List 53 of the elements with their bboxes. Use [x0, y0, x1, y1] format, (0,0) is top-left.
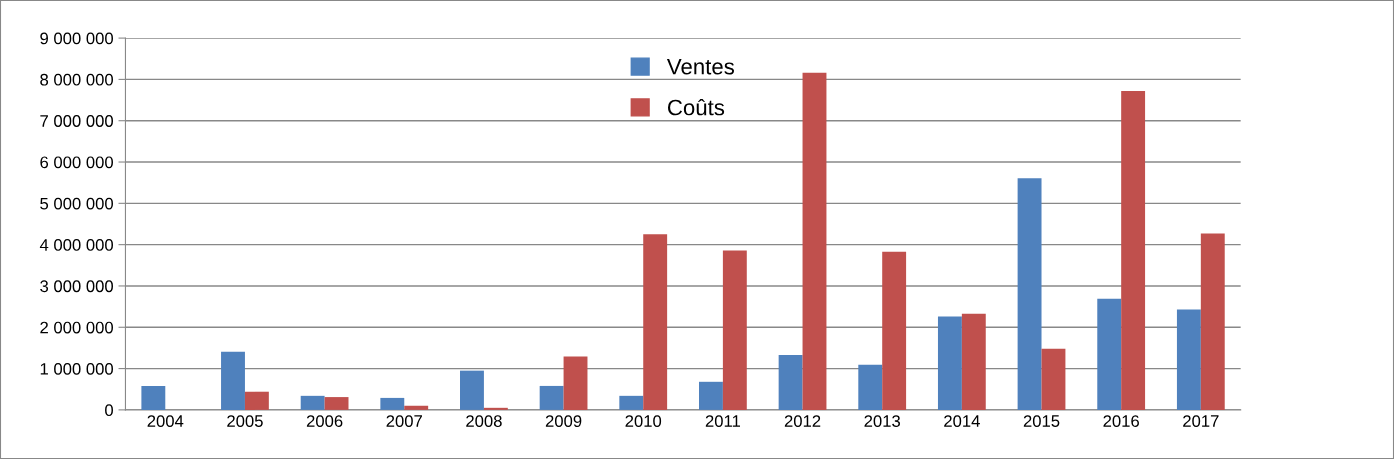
x-tick-label: 2010: [625, 415, 662, 427]
bar: [778, 354, 803, 410]
x-tick-label: 2009: [545, 415, 582, 427]
bar: [483, 407, 508, 410]
legend-label: Coûts: [667, 98, 725, 116]
y-tick-label: 9 000 000: [40, 32, 114, 45]
x-tick-label: 2004: [147, 415, 184, 427]
bar: [404, 405, 429, 410]
y-tick-label: 3 000 000: [40, 280, 114, 293]
bar: [722, 250, 747, 410]
bar: [937, 316, 962, 410]
bar: [221, 351, 245, 410]
bar: [324, 397, 349, 410]
x-tick-label: 2014: [944, 415, 980, 427]
bar: [1041, 348, 1066, 410]
bar: [1017, 178, 1042, 410]
bar: [1097, 298, 1122, 410]
x-tick-label: 2016: [1103, 415, 1139, 427]
bar: [698, 381, 723, 410]
bar: [300, 395, 325, 410]
y-tick-label: 8 000 000: [40, 73, 114, 86]
x-tick-label: 2015: [1023, 415, 1060, 427]
bar: [619, 395, 644, 410]
y-tick-label: 5 000 000: [40, 197, 114, 210]
bar: [1176, 309, 1201, 410]
x-tick-label: 2006: [306, 415, 343, 427]
bar: [380, 397, 405, 410]
bar: [539, 385, 564, 410]
bar: [1121, 90, 1146, 410]
bar: [141, 385, 166, 410]
bar: [802, 72, 827, 410]
y-tick-label: 6 000 000: [40, 156, 114, 169]
x-tick-label: 2007: [386, 415, 422, 427]
x-tick-label: 2005: [227, 415, 263, 427]
x-tick-label: 2008: [466, 415, 502, 427]
bar: [961, 313, 986, 410]
bar: [882, 251, 907, 410]
x-tick-label: 2013: [864, 415, 901, 427]
y-tick-label: 4 000 000: [39, 239, 114, 251]
x-tick-label: 2011: [705, 415, 740, 427]
bar: [244, 391, 269, 410]
bar: [858, 364, 883, 410]
bar: [1200, 233, 1225, 410]
bar: [643, 234, 668, 410]
legend-label: Ventes: [666, 59, 735, 75]
x-tick-label: 2012: [784, 415, 821, 427]
bar: [460, 370, 484, 410]
y-tick-label: 1 000 000: [40, 362, 114, 375]
y-tick-label: 0: [105, 404, 113, 417]
y-tick-label: 7 000 000: [40, 115, 114, 127]
y-tick-label: 2 000 000: [40, 321, 114, 334]
x-tick-label: 2017: [1183, 415, 1219, 427]
bar: [563, 356, 588, 410]
